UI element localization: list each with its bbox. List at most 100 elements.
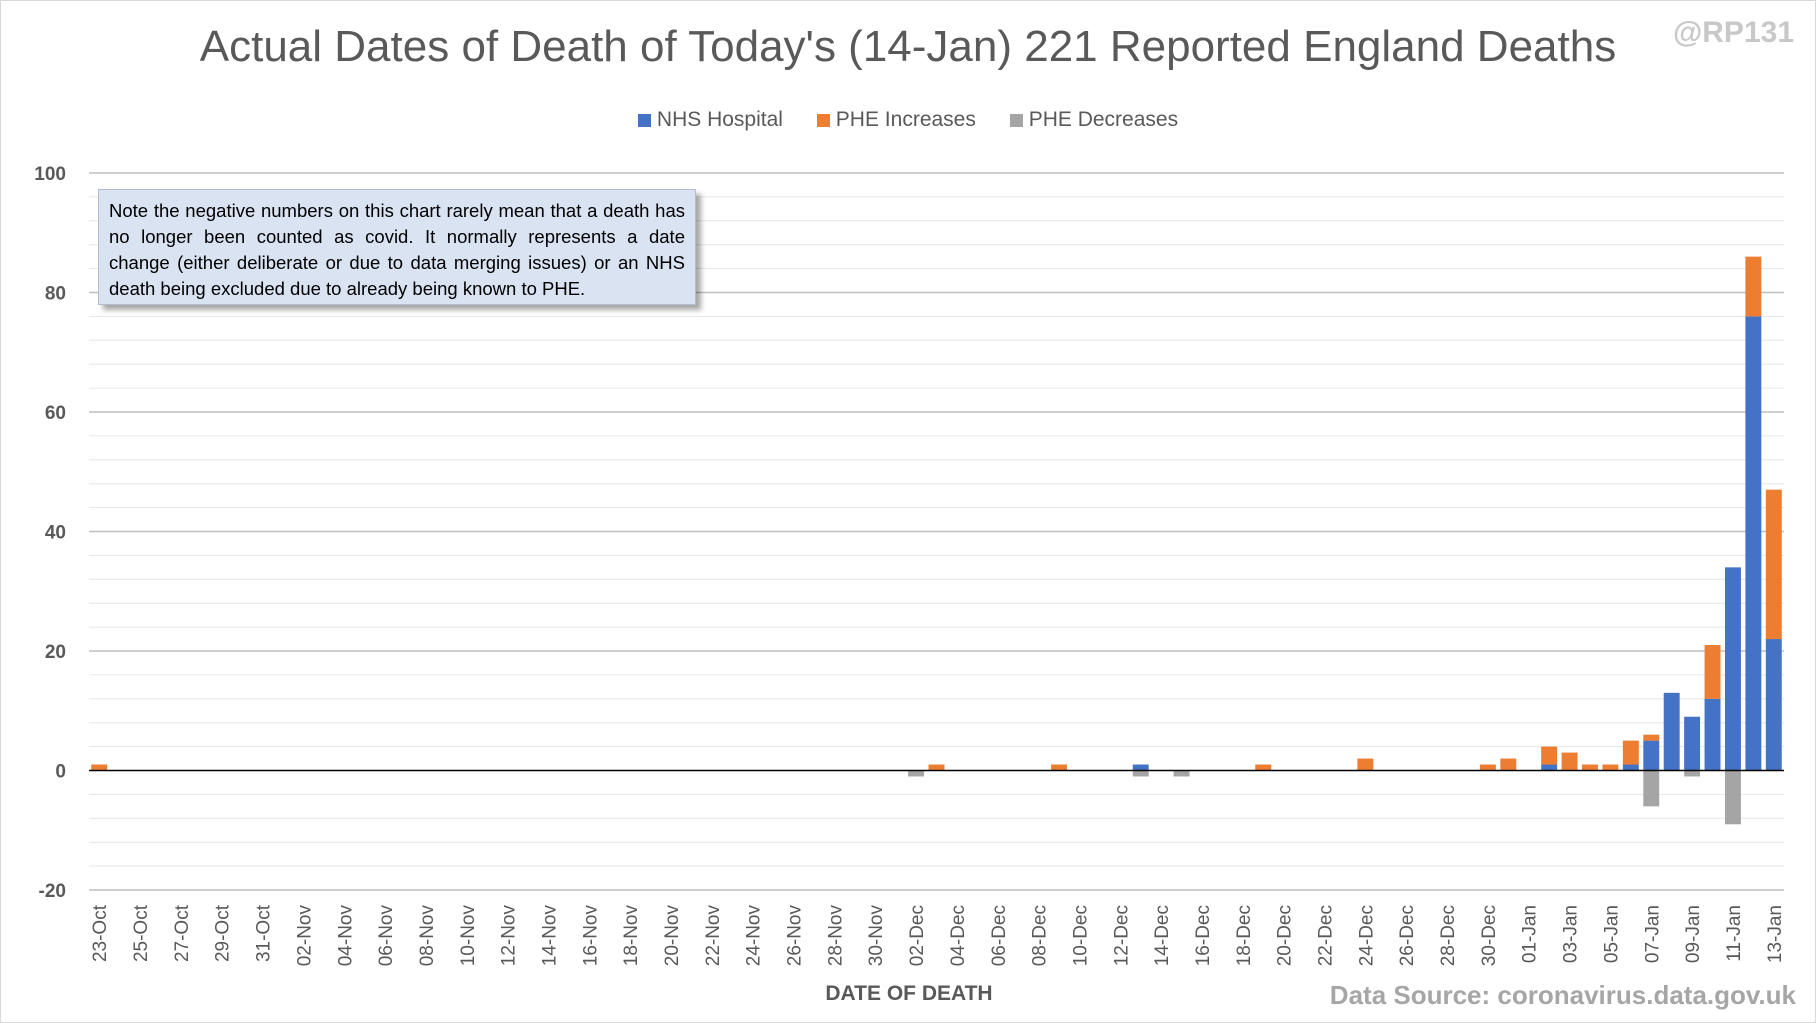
x-tick-label: 13-Jan bbox=[1765, 905, 1786, 963]
x-tick-label: 31-Oct bbox=[254, 904, 275, 962]
bar-phe-increases bbox=[1745, 256, 1762, 317]
x-tick-label: 30-Nov bbox=[866, 905, 887, 967]
bars bbox=[91, 256, 1782, 825]
bar-phe-increases bbox=[1704, 645, 1721, 699]
legend-item-phe-increases: PHE Increases bbox=[816, 108, 976, 132]
x-tick-label: 18-Nov bbox=[621, 905, 642, 967]
x-tick-label: 06-Dec bbox=[989, 905, 1010, 966]
legend-swatch-phe-decreases bbox=[1009, 113, 1023, 127]
legend-swatch-nhs-hospital bbox=[637, 113, 651, 127]
bar-nhs-hospital bbox=[1643, 740, 1660, 771]
legend-item-phe-decreases: PHE Decreases bbox=[1009, 108, 1179, 132]
bar-nhs-hospital bbox=[1622, 764, 1639, 771]
x-tick-label: 18-Dec bbox=[1234, 905, 1255, 966]
x-tick-label: 26-Dec bbox=[1397, 905, 1418, 966]
legend-item-nhs-hospital: NHS Hospital bbox=[637, 108, 783, 132]
x-tick-label: 03-Jan bbox=[1561, 905, 1582, 963]
bar-phe-increases bbox=[1765, 489, 1782, 640]
bar-phe-increases bbox=[1357, 758, 1374, 771]
y-tick-label: 80 bbox=[45, 284, 66, 305]
bar-phe-decreases bbox=[1724, 770, 1741, 825]
bar-nhs-hospital bbox=[1765, 639, 1782, 771]
x-tick-label: 22-Dec bbox=[1316, 905, 1337, 966]
author-handle: @RP131 bbox=[1673, 16, 1794, 49]
bar-phe-increases bbox=[1643, 734, 1660, 741]
x-tick-label: 16-Dec bbox=[1193, 905, 1214, 966]
bar-phe-decreases bbox=[1643, 770, 1660, 807]
x-tick-label: 11-Jan bbox=[1724, 905, 1745, 962]
bar-phe-decreases bbox=[908, 770, 925, 777]
bar-phe-increases bbox=[1582, 764, 1598, 771]
y-tick-label: -20 bbox=[39, 881, 66, 902]
x-tick-label: 14-Dec bbox=[1152, 905, 1173, 966]
x-tick-label: 04-Nov bbox=[335, 905, 356, 967]
x-tick-label: 07-Jan bbox=[1642, 905, 1663, 963]
y-tick-label: 40 bbox=[45, 523, 66, 544]
bar-nhs-hospital bbox=[1663, 692, 1680, 771]
annotation-note: Note the negative numbers on this chart … bbox=[98, 189, 696, 305]
data-source-label: Data Source: coronavirus.data.gov.uk bbox=[1329, 980, 1796, 1010]
chart-title: Actual Dates of Death of Today's (14-Jan… bbox=[199, 22, 1617, 71]
x-tick-label: 22-Nov bbox=[703, 905, 724, 967]
bar-nhs-hospital bbox=[1684, 716, 1701, 771]
y-tick-label: 100 bbox=[34, 164, 66, 185]
bar-phe-increases bbox=[1255, 764, 1272, 771]
x-tick-label: 12-Dec bbox=[1111, 905, 1132, 966]
bar-phe-decreases bbox=[1173, 770, 1190, 777]
x-tick-label: 20-Nov bbox=[662, 905, 683, 967]
x-axis-title: DATE OF DEATH bbox=[825, 982, 992, 1005]
axes: -20 0 20 40 60 80 100 23-Oct 25-Oct 27-Oct 29-Oct 3… bbox=[34, 164, 1785, 966]
x-tick-label: 25-Oct bbox=[131, 904, 152, 962]
bar-phe-increases bbox=[1622, 740, 1639, 765]
x-tick-label: 02-Nov bbox=[294, 905, 315, 967]
legend-label-nhs-hospital: NHS Hospital bbox=[656, 108, 783, 131]
x-tick-label: 01-Jan bbox=[1520, 905, 1541, 963]
x-tick-label: 30-Dec bbox=[1479, 905, 1500, 966]
x-tick-label: 28-Nov bbox=[825, 905, 846, 967]
x-tick-label: 29-Oct bbox=[213, 904, 234, 962]
bar-nhs-hospital bbox=[1724, 567, 1741, 771]
bar-phe-increases bbox=[1541, 746, 1558, 765]
x-tick-label: 16-Nov bbox=[580, 905, 601, 967]
x-tick-label: 08-Dec bbox=[1030, 905, 1051, 966]
bar-phe-increases bbox=[1051, 764, 1067, 771]
y-tick-label: 60 bbox=[45, 403, 66, 424]
bar-nhs-hospital bbox=[1541, 764, 1558, 771]
y-tick-label: 0 bbox=[55, 762, 66, 783]
bar-phe-increases bbox=[1500, 758, 1517, 771]
legend-label-phe-increases: PHE Increases bbox=[835, 108, 976, 131]
gridlines bbox=[89, 172, 1784, 891]
x-tick-label: 06-Nov bbox=[376, 905, 397, 967]
bar-nhs-hospital bbox=[1704, 698, 1721, 771]
x-tick-label: 02-Dec bbox=[907, 905, 928, 966]
bar-phe-decreases bbox=[1684, 770, 1701, 777]
x-tick-label: 05-Jan bbox=[1601, 905, 1622, 963]
y-tick-label: 20 bbox=[45, 642, 66, 663]
bar-phe-increases bbox=[1602, 764, 1619, 771]
bar-phe-increases bbox=[928, 764, 945, 771]
x-tick-label: 23-Oct bbox=[90, 904, 111, 962]
bar-phe-increases bbox=[91, 764, 108, 771]
bar-phe-decreases bbox=[1132, 770, 1149, 777]
bar-phe-increases bbox=[1479, 764, 1496, 771]
chart-legend: NHS Hospital PHE Increases PHE Decreases bbox=[0, 108, 1816, 133]
bar-nhs-hospital bbox=[1745, 316, 1762, 771]
x-tick-label: 14-Nov bbox=[539, 905, 560, 967]
x-tick-label: 27-Oct bbox=[172, 904, 193, 962]
x-tick-label: 28-Dec bbox=[1438, 905, 1459, 966]
x-tick-label: 26-Nov bbox=[785, 905, 806, 967]
bar-phe-increases bbox=[1561, 752, 1578, 771]
x-tick-label: 20-Dec bbox=[1275, 905, 1296, 966]
x-tick-label: 09-Jan bbox=[1683, 905, 1704, 963]
legend-label-phe-decreases: PHE Decreases bbox=[1028, 108, 1179, 131]
x-tick-label: 08-Nov bbox=[417, 905, 438, 967]
x-tick-label: 10-Nov bbox=[458, 905, 479, 967]
x-tick-label: 04-Dec bbox=[948, 905, 969, 966]
x-tick-label: 24-Nov bbox=[744, 905, 765, 967]
bar-nhs-hospital bbox=[1132, 764, 1149, 771]
legend-swatch-phe-increases bbox=[816, 113, 830, 127]
x-tick-label: 12-Nov bbox=[499, 905, 520, 967]
x-tick-label: 10-Dec bbox=[1070, 905, 1091, 966]
